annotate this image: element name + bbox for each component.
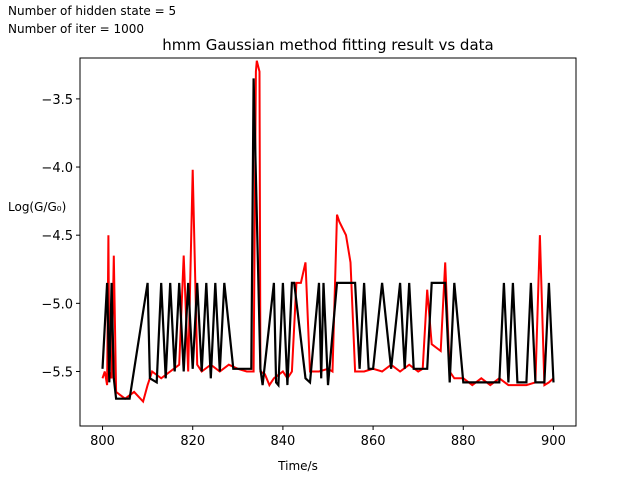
- x-tick-label: 900: [541, 434, 566, 449]
- series-line-1: [101, 78, 555, 400]
- x-tick-label: 800: [90, 434, 115, 449]
- x-tick-label: 840: [270, 434, 295, 449]
- hidden-state-count-text: Number of hidden state = 5: [8, 4, 177, 18]
- iteration-count-text: Number of iter = 1000: [8, 22, 144, 36]
- plot-frame: [79, 57, 577, 427]
- y-tick-label: −5.5: [41, 365, 73, 380]
- x-tick-label: 860: [361, 434, 386, 449]
- y-axis-title: Log(G/G₀): [8, 200, 66, 214]
- y-tick-label: −4.5: [41, 229, 73, 244]
- x-axis-title: Time/s: [277, 459, 318, 473]
- y-tick-label: −4.0: [41, 161, 73, 176]
- y-tick-label: −3.5: [41, 93, 73, 108]
- x-axis: 800 820 840 860 880 900: [90, 426, 566, 449]
- x-tick-label: 820: [180, 434, 205, 449]
- series-layer: [101, 60, 555, 404]
- y-axis: −3.5 −4.0 −4.5 −5.0 −5.5: [41, 93, 80, 380]
- series-line-0: [101, 60, 555, 404]
- y-tick-label: −5.0: [41, 297, 73, 312]
- chart-title: hmm Gaussian method fitting result vs da…: [162, 36, 493, 54]
- x-tick-label: 880: [451, 434, 476, 449]
